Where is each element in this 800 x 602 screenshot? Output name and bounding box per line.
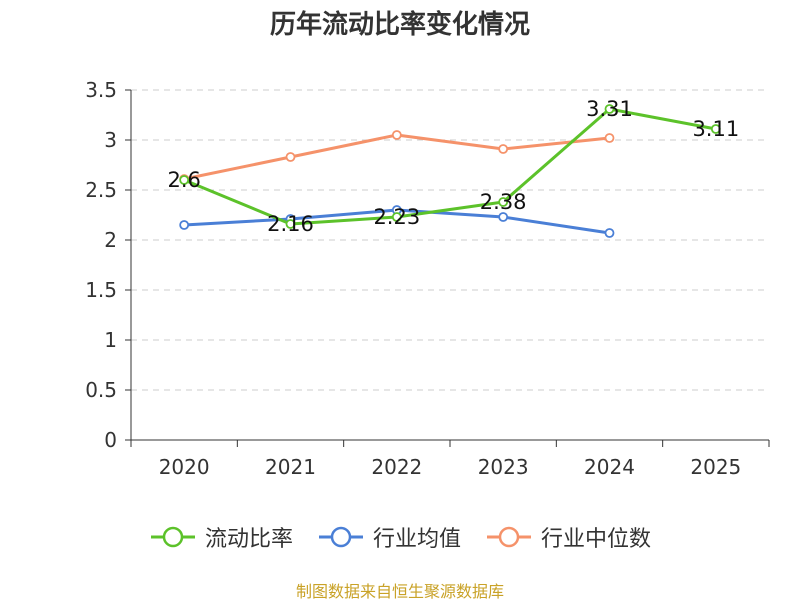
data-labels: 2.6 2.16 2.23 2.38 3.31 3.11 <box>167 97 739 236</box>
data-point-s0-2 <box>391 212 402 222</box>
data-point-s2-1 <box>285 152 296 162</box>
grid-lines <box>131 89 769 391</box>
legend-swatch-icon <box>487 526 531 548</box>
data-point-s1-3 <box>498 212 509 222</box>
y-tick-label: 2 <box>104 228 117 252</box>
legend-label: 流动比率 <box>204 527 293 552</box>
y-tick-label: 0 <box>104 428 117 452</box>
x-tick-label: 2020 <box>159 455 210 479</box>
data-point-s2-4 <box>604 133 615 143</box>
x-tick-label: 2022 <box>371 455 422 479</box>
source-note: 制图数据来自恒生聚源数据库 <box>295 582 504 601</box>
data-label: 2.16 <box>267 212 314 236</box>
data-label: 2.6 <box>167 168 200 192</box>
legend-item-0[interactable]: 流动比率 <box>149 521 293 553</box>
data-point-s0-0 <box>179 175 190 185</box>
y-tick-label: 0.5 <box>85 378 117 402</box>
legend-item-2[interactable]: 行业中位数 <box>485 521 651 553</box>
series-line-2 <box>183 133 610 181</box>
legend-swatch-icon <box>150 526 195 548</box>
data-point-s1-0 <box>179 220 190 230</box>
series-line-0 <box>183 107 717 226</box>
data-point-s0-3 <box>498 197 509 207</box>
data-point-s0-4 <box>604 104 615 114</box>
legend-label: 行业均值 <box>372 527 461 552</box>
legend-item-1[interactable]: 行业均值 <box>317 521 461 553</box>
data-label: 3.11 <box>692 117 739 141</box>
y-tick-label: 3 <box>104 128 117 152</box>
series <box>179 104 721 238</box>
data-point-s2-3 <box>498 144 509 154</box>
x-tick-label: 2023 <box>478 455 529 479</box>
y-tick-label: 1 <box>104 328 117 352</box>
x-tick-label: 2021 <box>265 455 316 479</box>
legend-swatch-icon <box>318 526 363 548</box>
x-tick-label: 2024 <box>584 455 635 479</box>
axes: 0 0.5 1 1.5 2 2.5 3 3.5 2020 2021 2022 2023 2024 2025 <box>85 78 770 479</box>
legend: 流动比率 行业均值 行业中位数 <box>0 520 800 554</box>
data-label: 3.31 <box>586 97 633 121</box>
data-point-s0-5 <box>710 124 721 134</box>
y-tick-label: 3.5 <box>85 78 117 102</box>
legend-label: 行业中位数 <box>541 527 652 552</box>
data-point-s2-2 <box>391 130 402 140</box>
data-point-s0-1 <box>285 219 296 229</box>
y-tick-label: 2.5 <box>85 178 117 202</box>
y-tick-label: 1.5 <box>85 278 117 302</box>
data-label: 2.38 <box>480 190 527 214</box>
chart-title: 历年流动比率变化情况 <box>269 10 530 40</box>
data-point-s1-4 <box>604 228 615 238</box>
data-label: 2.23 <box>373 205 420 229</box>
x-tick-label: 2025 <box>690 455 741 479</box>
